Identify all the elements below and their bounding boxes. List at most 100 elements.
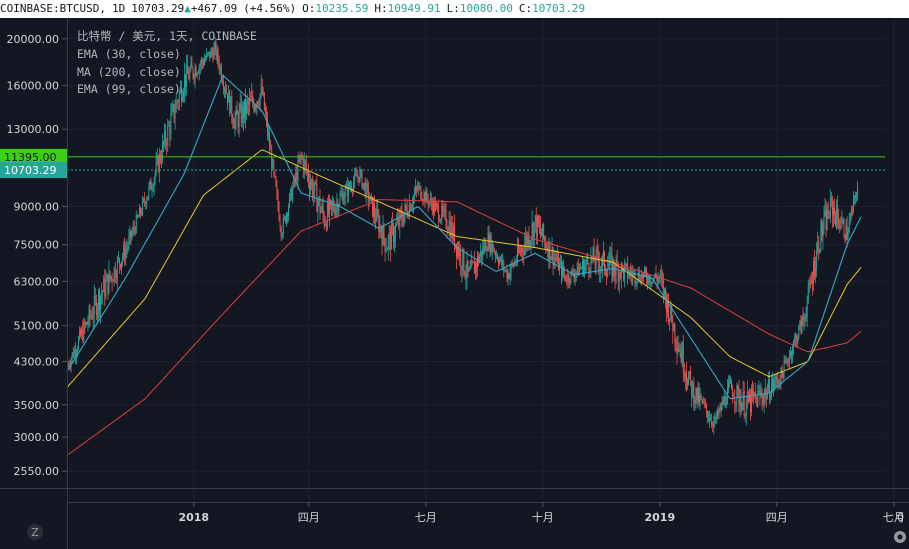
legend-ema99: EMA (99, close) — [77, 82, 181, 96]
candle — [376, 198, 378, 223]
candle — [841, 210, 843, 229]
candle — [555, 250, 557, 263]
candle — [257, 100, 259, 107]
candle — [777, 371, 779, 391]
candle — [700, 393, 702, 401]
candle — [505, 268, 507, 273]
candle — [747, 390, 749, 405]
candle — [628, 268, 630, 280]
candle — [245, 88, 246, 129]
candle — [290, 188, 292, 202]
candle — [80, 327, 82, 338]
candle — [354, 167, 356, 189]
timezone-button[interactable]: Z — [27, 524, 43, 540]
candle — [392, 212, 393, 236]
candle — [648, 273, 650, 286]
candle — [185, 74, 187, 97]
candle — [124, 237, 126, 266]
candle — [342, 188, 344, 205]
candle — [697, 381, 699, 409]
candle — [480, 243, 482, 262]
candle — [171, 102, 173, 117]
candle — [531, 210, 533, 246]
candle — [84, 318, 86, 334]
gear-icon[interactable] — [894, 531, 906, 543]
candle — [444, 201, 446, 221]
candle — [694, 395, 696, 412]
candle — [325, 221, 327, 233]
candle — [153, 176, 155, 196]
candle — [757, 384, 759, 409]
candle — [627, 256, 629, 285]
candle — [725, 396, 727, 409]
price-chart[interactable]: 比特幣 / 美元, 1天, COINBASE EMA (30, close) M… — [0, 18, 909, 549]
candle — [368, 192, 370, 208]
candle — [71, 352, 73, 363]
candle — [132, 220, 134, 237]
candle — [441, 199, 443, 226]
candle — [518, 238, 519, 256]
y-axis: 24000.0020000.0016000.0013000.009000.007… — [7, 33, 67, 478]
candle — [788, 349, 790, 369]
candle — [252, 90, 254, 108]
candle — [732, 384, 734, 404]
candle — [439, 214, 441, 223]
candle — [857, 180, 859, 201]
candle — [823, 205, 825, 235]
candle — [366, 178, 368, 195]
candle — [549, 240, 551, 269]
candle — [598, 251, 600, 283]
open-label: O: — [302, 2, 316, 15]
candle — [448, 211, 450, 237]
candle — [837, 195, 839, 229]
candle — [300, 151, 302, 165]
candle — [440, 218, 442, 224]
candle — [554, 251, 556, 269]
candle — [614, 264, 616, 289]
candle — [447, 226, 449, 232]
candle — [91, 306, 93, 320]
candle — [210, 47, 212, 59]
candle — [373, 196, 374, 224]
candle — [467, 260, 469, 278]
candle — [686, 362, 687, 392]
y-tick-label: 13000.00 — [7, 123, 60, 136]
candle — [667, 294, 668, 318]
candle — [674, 321, 676, 352]
candle — [266, 106, 267, 128]
triangle-up-icon: ▲ — [184, 2, 191, 15]
candle — [562, 260, 563, 281]
candle — [195, 64, 197, 77]
candle — [301, 152, 303, 161]
candle — [850, 205, 852, 221]
candle — [521, 244, 523, 258]
candle — [835, 210, 836, 228]
x-tick-label: 四月 — [766, 511, 788, 524]
candle — [798, 324, 800, 341]
candle — [519, 245, 520, 254]
candle — [768, 370, 770, 405]
candle — [641, 271, 643, 282]
candle — [388, 224, 390, 251]
candle — [123, 240, 125, 261]
candle — [282, 214, 284, 239]
candle — [432, 196, 434, 220]
candle — [525, 226, 527, 256]
candle — [285, 211, 287, 227]
candle — [142, 195, 143, 217]
candle — [465, 264, 467, 291]
candle — [699, 386, 701, 411]
candle — [271, 144, 273, 178]
candle — [786, 357, 788, 367]
candle — [337, 198, 339, 218]
candle — [116, 255, 118, 290]
candle — [834, 198, 835, 225]
candle — [709, 410, 710, 428]
legend-ma200: MA (200, close) — [77, 65, 181, 79]
candle — [753, 382, 755, 405]
candle — [721, 396, 723, 411]
candle — [89, 303, 91, 327]
candle — [415, 178, 416, 196]
symbol-name[interactable]: COINBASE:BTCUSD, — [0, 2, 106, 15]
interval[interactable]: 1D — [111, 2, 126, 15]
